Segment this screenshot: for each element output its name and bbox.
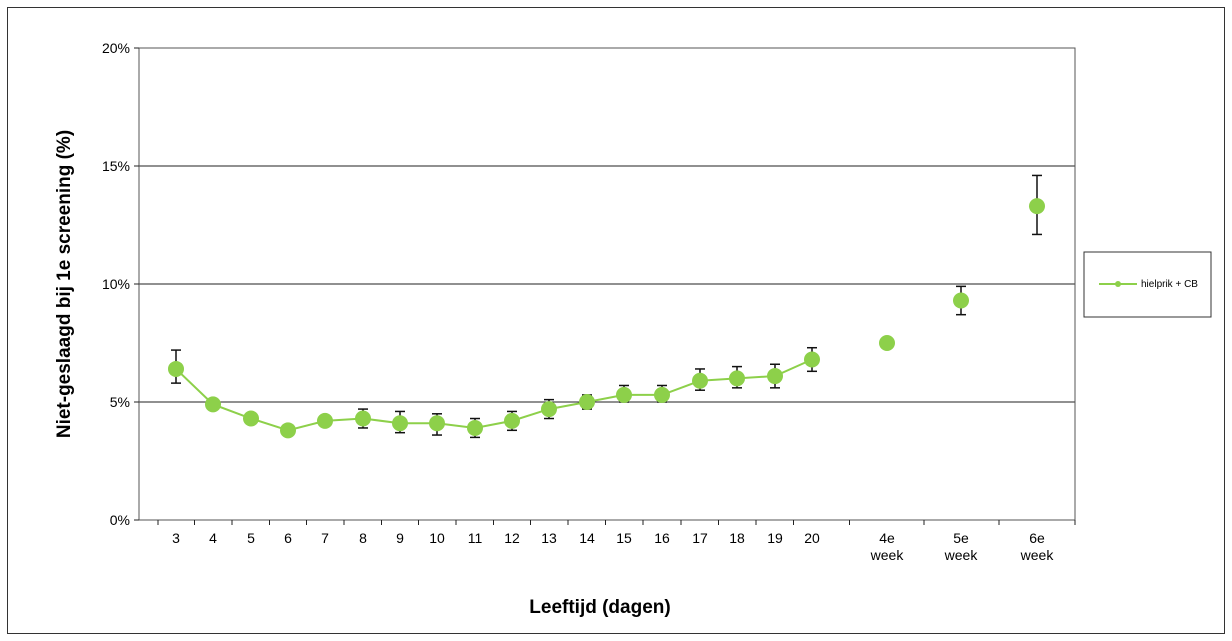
x-tick-label: 4 bbox=[209, 530, 217, 546]
gridlines bbox=[139, 165, 1075, 403]
chart: 0% 5% 10% 15% 20% 3 4 5 6 7 8 9 10 11 12 13 14 15 16 17 18 1… bbox=[54, 40, 1212, 618]
data-point bbox=[579, 394, 595, 410]
data-point bbox=[804, 351, 820, 368]
data-point bbox=[467, 419, 483, 436]
x-tick-label: 11 bbox=[468, 530, 483, 546]
legend: hielprik + CB bbox=[1083, 251, 1212, 318]
series-hielprik-cb bbox=[168, 174, 1045, 439]
y-axis-label: Niet-geslaagd bij 1e screening (%) bbox=[54, 130, 75, 438]
legend-entry-hielprik-cb: hielprik + CB bbox=[1141, 279, 1198, 290]
x-axis-label: Leeftijd (dagen) bbox=[529, 597, 670, 618]
data-point bbox=[541, 401, 557, 418]
x-tick-label: 13 bbox=[541, 530, 557, 546]
data-point bbox=[355, 410, 371, 427]
series-line bbox=[175, 358, 813, 432]
data-point bbox=[1029, 198, 1045, 215]
data-point bbox=[280, 422, 296, 439]
data-point bbox=[243, 410, 259, 427]
x-tick-label: 19 bbox=[767, 530, 783, 546]
y-tick-label: 10% bbox=[102, 276, 130, 292]
x-tick-label: 4e week bbox=[870, 530, 905, 563]
y-tick-label: 20% bbox=[102, 40, 130, 56]
x-tick-label: 17 bbox=[692, 530, 708, 546]
x-tick-label: 18 bbox=[729, 530, 745, 546]
data-point bbox=[729, 370, 745, 387]
data-point bbox=[504, 412, 520, 429]
x-tick-label: 8 bbox=[359, 530, 367, 546]
data-point bbox=[953, 292, 969, 309]
x-tick-label: 9 bbox=[396, 530, 404, 546]
data-point bbox=[392, 415, 408, 432]
data-point bbox=[429, 415, 445, 432]
x-tick-label: 6e week bbox=[1020, 530, 1055, 563]
data-point bbox=[205, 396, 221, 413]
data-point bbox=[317, 412, 333, 429]
data-point bbox=[616, 386, 632, 403]
x-tick-label: 3 bbox=[172, 530, 180, 546]
y-tick-label: 5% bbox=[110, 394, 130, 410]
data-point bbox=[692, 372, 708, 389]
data-point bbox=[654, 386, 670, 403]
data-point bbox=[168, 360, 184, 377]
x-tick-label: 7 bbox=[321, 530, 329, 546]
x-tick-label: 12 bbox=[504, 530, 520, 546]
x-tick-label: 14 bbox=[579, 530, 595, 546]
data-point bbox=[879, 335, 895, 351]
x-axis-ticks: 3 4 5 6 7 8 9 10 11 12 13 14 15 16 17 18 19 20 4e week 5e wee… bbox=[157, 520, 1076, 563]
y-tick-label: 0% bbox=[110, 512, 130, 528]
x-tick-label: 6 bbox=[284, 530, 292, 546]
chart-frame: 0% 5% 10% 15% 20% 3 4 5 6 7 8 9 10 11 12 13 14 15 16 17 18 1… bbox=[7, 7, 1225, 634]
data-point bbox=[767, 368, 783, 385]
y-tick-label: 15% bbox=[102, 158, 130, 174]
x-tick-label: 5e week bbox=[944, 530, 979, 563]
y-axis-ticks: 0% 5% 10% 15% 20% bbox=[102, 40, 139, 528]
x-tick-label: 15 bbox=[616, 530, 632, 546]
x-tick-label: 10 bbox=[429, 530, 445, 546]
x-tick-label: 20 bbox=[804, 530, 820, 546]
x-tick-label: 16 bbox=[654, 530, 670, 546]
x-tick-label: 5 bbox=[247, 530, 255, 546]
legend-dot-marker bbox=[1115, 281, 1121, 287]
